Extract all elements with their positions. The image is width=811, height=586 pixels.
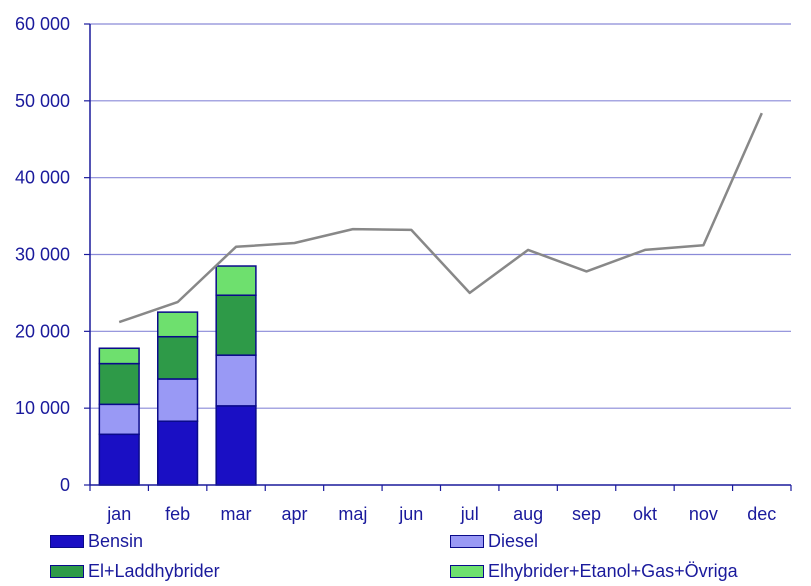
bar-bensin — [215, 405, 257, 486]
x-tick-label: nov — [689, 504, 718, 524]
bar-diesel — [157, 378, 199, 422]
bar-bensin — [157, 420, 199, 486]
x-tick-label: sep — [572, 504, 601, 524]
x-tick-label: jan — [106, 504, 131, 524]
x-tick-label: okt — [633, 504, 657, 524]
x-tick-label: jun — [398, 504, 423, 524]
legend-item-el: El+Laddhybrider — [50, 561, 220, 582]
legend-swatch-diesel — [450, 535, 484, 548]
x-tick-label: maj — [338, 504, 367, 524]
x-tick-labels: jan feb mar apr maj jun jul aug sep okt nov dec — [106, 504, 776, 524]
bars — [98, 265, 257, 486]
x-tick-label: feb — [165, 504, 190, 524]
legend-label-ovriga: Elhybrider+Etanol+Gas+Övriga — [488, 561, 738, 581]
y-tick-label: 20 000 — [15, 321, 70, 341]
bar-el-laddhybrider — [157, 335, 199, 380]
gridlines — [90, 23, 791, 409]
x-tick-label: apr — [281, 504, 307, 524]
y-tick-label: 30 000 — [15, 245, 70, 265]
y-tick-labels: 0 10 000 20 000 30 000 40 000 50 000 60 000 — [15, 14, 70, 495]
x-tick-label: dec — [747, 504, 776, 524]
bar-diesel — [215, 354, 257, 407]
x-tick-label: jul — [460, 504, 479, 524]
legend-item-ovriga: Elhybrider+Etanol+Gas+Övriga — [450, 561, 738, 582]
y-tick-label: 0 — [60, 475, 70, 495]
legend-label-el: El+Laddhybrider — [88, 561, 220, 581]
bar-diesel — [98, 403, 140, 436]
bar-elhybrider-etanol-gas-vriga — [215, 265, 257, 296]
bar-el-laddhybrider — [98, 362, 140, 406]
bar-elhybrider-etanol-gas-vriga — [98, 347, 140, 365]
legend-item-bensin: Bensin — [50, 531, 143, 552]
legend-swatch-bensin — [50, 535, 84, 548]
bar-bensin — [98, 433, 140, 486]
x-tick-label: aug — [513, 504, 543, 524]
legend-label-bensin: Bensin — [88, 531, 144, 551]
y-tick-label: 60 000 — [15, 14, 70, 34]
y-tick-label: 50 000 — [15, 91, 70, 111]
legend-swatch-ovriga — [450, 565, 484, 578]
legend-label-diesel: Diesel — [488, 531, 539, 551]
axes — [84, 23, 792, 491]
legend-item-diesel: Diesel — [450, 531, 538, 552]
y-tick-label: 10 000 — [15, 398, 70, 418]
total-line-path — [118, 112, 763, 324]
bar-el-laddhybrider — [215, 294, 257, 356]
y-tick-label: 40 000 — [15, 168, 70, 188]
x-tick-label: mar — [221, 504, 252, 524]
bar-elhybrider-etanol-gas-vriga — [157, 311, 199, 338]
total-line — [118, 112, 763, 324]
legend-swatch-el — [50, 565, 84, 578]
